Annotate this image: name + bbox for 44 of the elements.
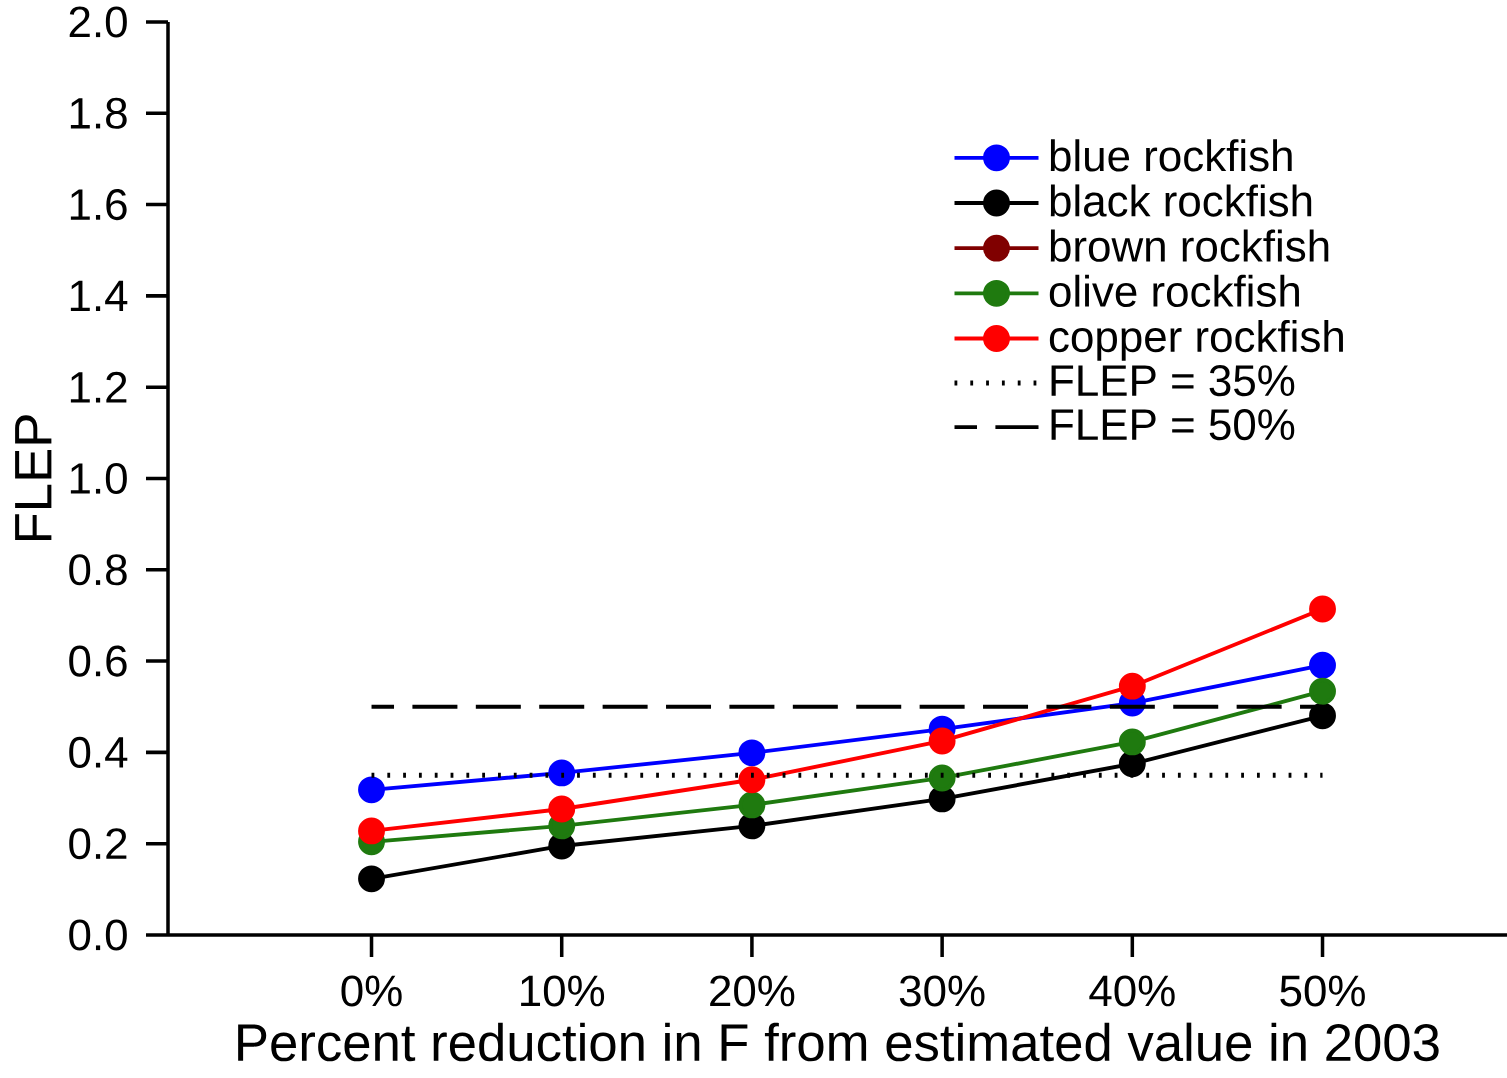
point (1118, 728, 1146, 756)
y-tick-label: 0.0 (69, 919, 127, 951)
point (358, 817, 385, 845)
x-tick-label: 50% (1280, 975, 1365, 1007)
y-tick-label: 1.8 (70, 97, 127, 129)
legend-label: blue rockfish (1050, 139, 1292, 172)
point (928, 764, 956, 792)
legend-label: brown rockfish (1050, 229, 1329, 262)
x-tick-label: 30% (899, 975, 985, 1007)
x-axis-title: Percent reduction in F from estimated value in 2003 (238, 1022, 1439, 1062)
point (738, 791, 766, 819)
y-tick-label: 1.2 (70, 371, 127, 403)
y-tick-label: 1.4 (70, 280, 128, 311)
y-axis-title: FLEP (15, 415, 52, 541)
point (1309, 702, 1336, 730)
legend-label: FLEP = 35% (1051, 365, 1295, 397)
legend-label: copper rockfish (1049, 319, 1343, 361)
point (738, 766, 766, 794)
point (1309, 651, 1336, 679)
y-tick-label: 1.0 (70, 462, 127, 495)
point (358, 776, 385, 804)
point (928, 727, 956, 755)
point (548, 795, 576, 823)
y-tick-label: 2.0 (69, 6, 127, 38)
legend-label: olive rockfish (1049, 274, 1299, 308)
legend-label: FLEP = 50% (1051, 409, 1295, 441)
x-tick-label: 20% (710, 975, 795, 1007)
x-tick-label: 0% (341, 975, 402, 1007)
y-tick-label: 0.4 (69, 736, 128, 768)
legend-label: black rockfish (1050, 184, 1312, 217)
point (358, 865, 385, 893)
y-tick-label: 0.8 (69, 554, 127, 586)
point (738, 739, 766, 767)
point (738, 812, 766, 840)
point (1309, 677, 1336, 705)
x-tick-label: 40% (1089, 975, 1175, 1007)
y-tick-label: 1.6 (70, 189, 127, 221)
point (1118, 672, 1146, 700)
point (1118, 750, 1146, 778)
y-tick-label: 0.2 (69, 828, 127, 860)
point (1309, 595, 1336, 623)
point (548, 759, 576, 787)
y-tick-label: 0.6 (69, 645, 127, 677)
x-tick-label: 10% (521, 975, 605, 1007)
